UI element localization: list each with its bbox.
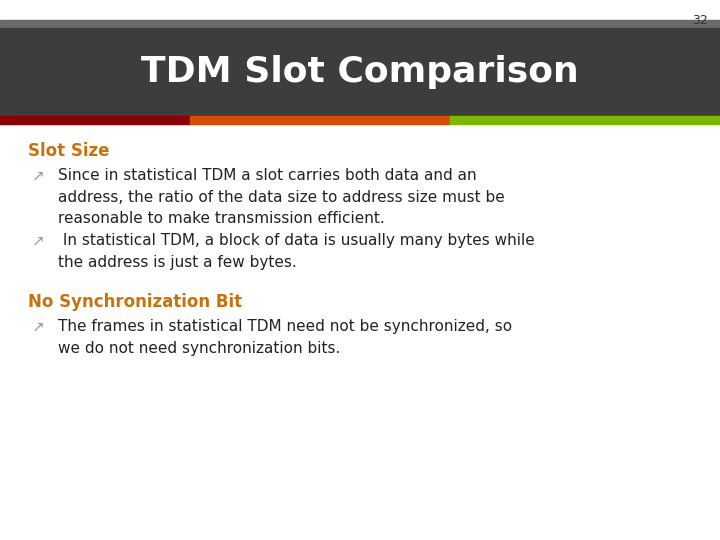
Bar xyxy=(0,116,190,124)
Text: Slot Size: Slot Size xyxy=(28,142,109,160)
Text: Since in statistical TDM a slot carries both data and an
address, the ratio of t: Since in statistical TDM a slot carries … xyxy=(58,168,505,226)
Text: In statistical TDM, a block of data is usually many bytes while
the address is j: In statistical TDM, a block of data is u… xyxy=(58,233,535,269)
Text: ↗: ↗ xyxy=(32,234,45,249)
Bar xyxy=(190,116,450,124)
Text: The frames in statistical TDM need not be synchronized, so
we do not need synchr: The frames in statistical TDM need not b… xyxy=(58,319,512,356)
Bar xyxy=(0,20,720,28)
Text: ↗: ↗ xyxy=(32,320,45,335)
Text: TDM Slot Comparison: TDM Slot Comparison xyxy=(141,55,579,89)
Text: ↗: ↗ xyxy=(32,169,45,184)
Bar xyxy=(0,28,720,116)
Text: No Synchronization Bit: No Synchronization Bit xyxy=(28,293,242,311)
Bar xyxy=(450,116,720,124)
Text: 32: 32 xyxy=(692,14,708,27)
